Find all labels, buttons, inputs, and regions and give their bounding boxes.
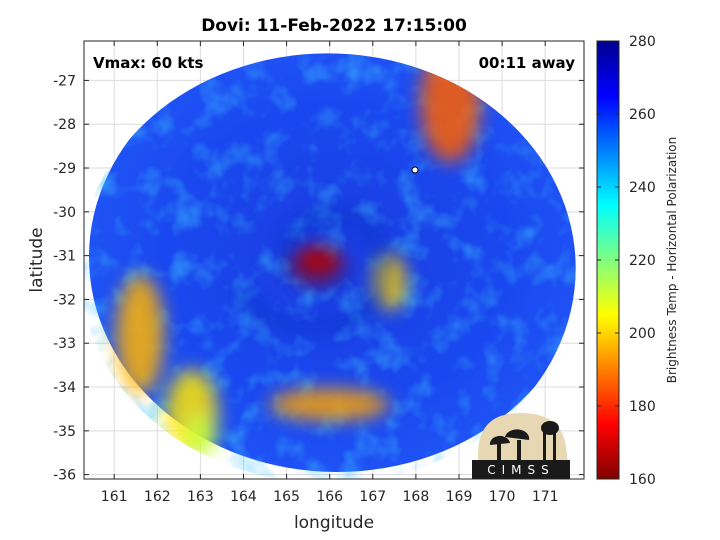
- time-away-label: 00:11 away: [479, 54, 576, 72]
- x-axis-label: longitude: [294, 513, 374, 533]
- brightness-temperature-swath: [84, 53, 576, 479]
- x-tick-label: 161: [101, 489, 128, 505]
- x-axis-ticks: 161 162 163 164 165 166 167 168 169 170 171: [101, 41, 559, 505]
- x-tick-label: 164: [230, 489, 257, 505]
- swath-feature-southern-band: [269, 388, 390, 421]
- y-tick-label: -31: [53, 249, 76, 265]
- swath-feature-southwest-band-core: [184, 415, 217, 456]
- y-tick-label: -32: [53, 292, 76, 308]
- cimss-logo: CIMSS: [472, 413, 570, 479]
- colorbar-tick-label: 220: [629, 253, 656, 269]
- colorbar-tick-label: 240: [629, 180, 656, 196]
- vmax-label: Vmax: 60 kts: [93, 54, 203, 72]
- plot-frame: [83, 40, 585, 480]
- y-tick-label: -33: [53, 336, 76, 352]
- colorbar-label: Brightness Temp - Horizontal Polarizatio…: [665, 137, 679, 384]
- colorbar-ticks: 280 260 240 220 200 180 160: [597, 34, 656, 488]
- x-tick-label: 163: [187, 489, 214, 505]
- x-tick-label: 166: [316, 489, 343, 505]
- x-tick-label: 169: [446, 489, 473, 505]
- x-tick-label: 165: [273, 489, 300, 505]
- x-tick-label: 170: [489, 489, 516, 505]
- y-tick-label: -36: [53, 468, 76, 484]
- y-tick-label: -34: [53, 380, 76, 396]
- y-tick-label: -28: [53, 117, 76, 133]
- y-axis-label: latitude: [27, 227, 47, 292]
- y-tick-label: -27: [53, 73, 76, 89]
- y-tick-label: -35: [53, 424, 76, 440]
- chart-title: Dovi: 11-Feb-2022 17:15:00: [201, 16, 467, 36]
- y-tick-label: -30: [53, 205, 76, 221]
- x-tick-label: 162: [144, 489, 171, 505]
- y-axis-ticks: -27 -28 -29 -30 -31 -32 -33 -34 -35 -36: [53, 73, 584, 484]
- colorbar-tick-label: 180: [629, 399, 656, 415]
- colorbar-tick-label: 160: [629, 472, 656, 488]
- colorbar-tick-label: 260: [629, 107, 656, 123]
- y-tick-label: -29: [53, 161, 76, 177]
- storm-center-marker: [411, 166, 419, 174]
- x-tick-label: 171: [532, 489, 559, 505]
- spiral-band-dark: [235, 209, 389, 333]
- x-tick-label: 167: [359, 489, 386, 505]
- colorbar-tick-label: 280: [629, 34, 656, 50]
- cimss-logo-text: CIMSS: [487, 463, 555, 477]
- colorbar-tick-label: 200: [629, 326, 656, 342]
- x-tick-label: 168: [403, 489, 430, 505]
- swath-feature-western-band: [116, 274, 165, 395]
